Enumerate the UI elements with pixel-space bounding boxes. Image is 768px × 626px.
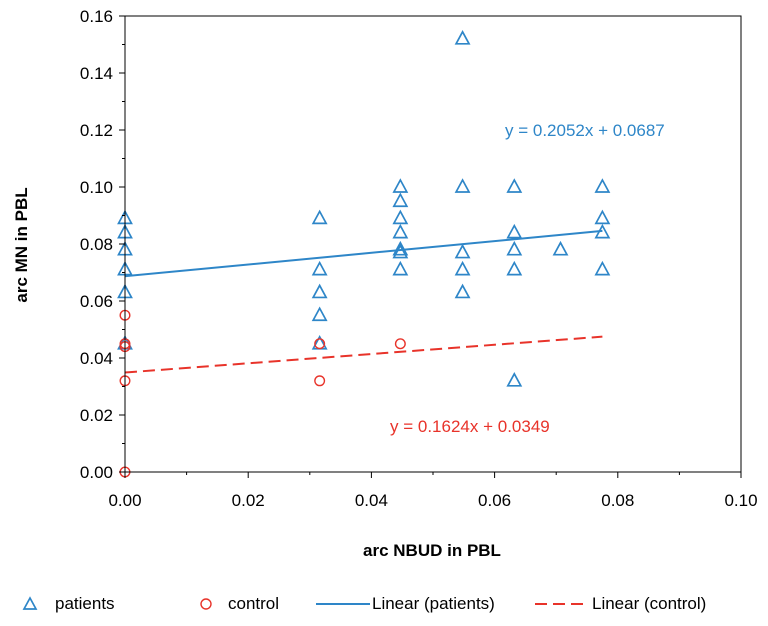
data-point-patients	[506, 223, 523, 239]
legend-item-patients: patients	[22, 594, 115, 613]
data-point-patients	[454, 30, 471, 45]
data-point-patients	[506, 260, 523, 276]
data-point-patients	[392, 260, 409, 276]
y-axis-title: arc MN in PBL	[12, 187, 31, 302]
data-point-patients	[392, 223, 409, 239]
data-point-patients	[454, 283, 471, 299]
y-tick-label: 0.04	[80, 349, 113, 368]
data-point-patients	[454, 243, 471, 259]
x-tick-label: 0.10	[724, 491, 757, 510]
y-tick-label: 0.00	[80, 463, 113, 482]
legend-item-control: control	[200, 594, 279, 613]
y-tick-label: 0.02	[80, 406, 113, 425]
data-point-control	[394, 338, 406, 350]
legend-label-linear-control: Linear (control)	[592, 594, 706, 613]
data-point-patients	[506, 372, 523, 387]
x-tick-label: 0.06	[478, 491, 511, 510]
y-tick-label: 0.14	[80, 64, 113, 83]
data-point-patients	[311, 283, 328, 299]
data-point-patients	[594, 178, 611, 193]
legend-label-linear-patients: Linear (patients)	[372, 594, 495, 613]
data-point-patients	[392, 192, 409, 208]
data-point-patients	[311, 260, 328, 276]
data-point-patients	[594, 223, 611, 239]
legend: patients control Linear (patients) Linea…	[22, 594, 706, 613]
legend-marker-control-icon	[200, 598, 212, 610]
data-point-patients	[506, 240, 523, 256]
trendline-equation-control: y = 0.1624x + 0.0349	[390, 417, 550, 436]
x-tick-label: 0.00	[108, 491, 141, 510]
legend-label-patients: patients	[55, 594, 115, 613]
data-point-patients	[454, 178, 471, 193]
data-point-patients	[506, 178, 523, 193]
trendline-control	[124, 335, 603, 374]
data-point-patients	[311, 306, 328, 322]
x-tick-label: 0.04	[355, 491, 388, 510]
data-point-control	[314, 375, 326, 387]
data-point-patients	[392, 178, 409, 193]
data-point-patients	[594, 260, 611, 276]
data-point-patients	[454, 260, 471, 276]
plot-frame	[124, 15, 742, 473]
legend-marker-patients-icon	[22, 596, 38, 610]
y-tick-label: 0.06	[80, 292, 113, 311]
x-tick-label: 0.02	[232, 491, 265, 510]
x-axis-title: arc NBUD in PBL	[363, 541, 501, 560]
y-tick-label: 0.08	[80, 235, 113, 254]
trendline-patients	[124, 229, 603, 278]
x-tick-label: 0.08	[601, 491, 634, 510]
data-point-patients	[392, 209, 409, 225]
data-point-patients	[311, 209, 328, 225]
y-tick-label: 0.12	[80, 121, 113, 140]
data-point-patients	[392, 243, 409, 259]
y-tick-label: 0.16	[80, 7, 113, 26]
legend-item-linear-patients: Linear (patients)	[316, 594, 495, 613]
data-point-patients	[392, 240, 409, 256]
y-tick-label: 0.10	[80, 178, 113, 197]
legend-item-linear-control: Linear (control)	[535, 594, 706, 613]
legend-label-control: control	[228, 594, 279, 613]
trendline-equation-patients: y = 0.2052x + 0.0687	[505, 121, 665, 140]
data-point-patients	[594, 209, 611, 225]
data-point-patients	[552, 240, 569, 256]
data-point-control	[314, 338, 326, 350]
